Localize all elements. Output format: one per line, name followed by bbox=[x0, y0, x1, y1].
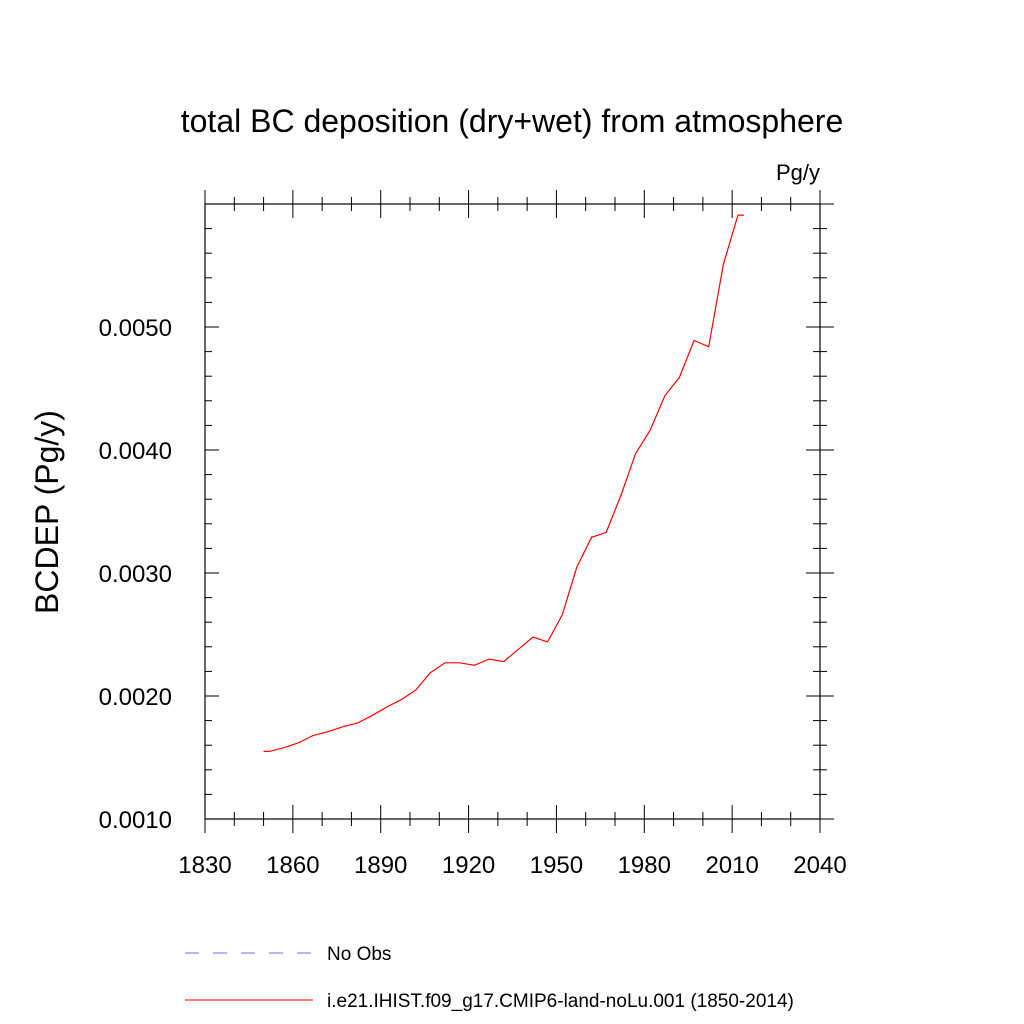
legend: No Obs i.e21.IHIST.f09_g17.CMIP6-land-noL… bbox=[185, 944, 794, 1012]
chart-title: total BC deposition (dry+wet) from atmos… bbox=[181, 103, 844, 139]
units-label: Pg/y bbox=[776, 160, 820, 185]
axis-tick-labels: 1830 1860 1890 1920 1950 1980 2010 2040 0.0010 0.… bbox=[99, 315, 847, 879]
plot-frame bbox=[204, 203, 821, 820]
x-tick-label: 2040 bbox=[793, 852, 846, 879]
y-tick-label: 0.0050 bbox=[99, 315, 172, 342]
series-line bbox=[263, 214, 744, 753]
x-tick-label: 1980 bbox=[618, 852, 671, 879]
series-layer bbox=[263, 214, 744, 753]
x-tick-label: 1860 bbox=[266, 852, 319, 879]
x-tick-label: 2010 bbox=[705, 852, 758, 879]
y-tick-label: 0.0030 bbox=[99, 561, 172, 588]
x-tick-label: 1830 bbox=[178, 852, 231, 879]
y-tick-label: 0.0040 bbox=[99, 438, 172, 465]
x-tick-label: 1920 bbox=[442, 852, 495, 879]
axis-ticks bbox=[204, 190, 834, 833]
y-tick-label: 0.0010 bbox=[99, 807, 172, 834]
legend-label: i.e21.IHIST.f09_g17.CMIP6-land-noLu.001 … bbox=[327, 991, 794, 1012]
legend-label: No Obs bbox=[327, 944, 391, 965]
x-tick-label: 1890 bbox=[354, 852, 407, 879]
y-axis-label: BCDEP (Pg/y) bbox=[29, 410, 65, 614]
x-tick-label: 1950 bbox=[530, 852, 583, 879]
y-tick-label: 0.0020 bbox=[99, 684, 172, 711]
